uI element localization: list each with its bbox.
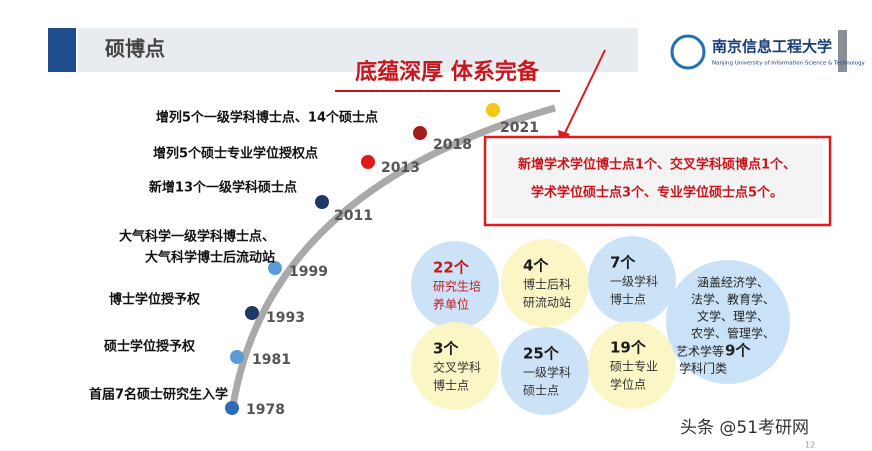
timeline-year: 2013 — [381, 160, 420, 176]
timeline-event: 新增13个一级学科硕士点 — [149, 180, 297, 196]
stat-label: 一级学科 — [610, 274, 658, 289]
timeline-dot — [315, 195, 329, 209]
highlight-inner — [492, 144, 823, 218]
stat-label: 研究生培 — [433, 279, 481, 294]
stat-count: 3个 — [433, 340, 459, 358]
stat-count: 19个 — [610, 339, 647, 357]
timeline-event: 博士学位授予权 — [109, 292, 201, 308]
logo-emblem — [670, 34, 706, 70]
timeline-event: 首届7名硕士研究生入学 — [89, 387, 228, 403]
stat-label: 研流动站 — [523, 296, 571, 310]
timeline-dot — [413, 126, 427, 140]
arrow — [562, 49, 606, 138]
stat-label: 养单位 — [433, 297, 469, 312]
stat-circle — [411, 241, 499, 329]
discipline-line: 农学、管理学、 — [691, 326, 775, 341]
headline: 底蕴深厚 体系完备 — [355, 59, 540, 85]
timeline-year: 1999 — [289, 264, 328, 280]
header-block — [48, 28, 76, 72]
stat-label: 硕士点 — [523, 384, 559, 398]
timeline-event: 增列5个一级学科博士点、14个硕士点 — [156, 110, 378, 126]
highlight-line: 新增学术学位博士点1个、交叉学科硕博点1个、 — [518, 157, 796, 173]
stat-count: 22个 — [433, 259, 470, 277]
timeline-year: 1981 — [252, 352, 291, 368]
stat-label: 博士点 — [433, 378, 469, 393]
discipline-circle — [666, 260, 790, 384]
discipline-line: 文学、理学、 — [697, 309, 769, 324]
stat-label: 交叉学科 — [433, 360, 481, 375]
timeline-dot — [245, 306, 259, 320]
timeline-event: 大气科学一级学科博士点、 — [119, 229, 275, 245]
header-right-bar — [838, 30, 847, 72]
discipline-prefix: 艺术学等 — [676, 344, 724, 359]
timeline-dot — [361, 155, 375, 169]
stat-count: 7个 — [610, 254, 636, 272]
timeline-dot — [225, 401, 239, 415]
stat-label: 学位点 — [610, 377, 646, 392]
stat-circle — [501, 239, 589, 327]
header-title: 硕博点 — [105, 37, 165, 61]
stat-circle — [411, 322, 499, 410]
timeline-year: 2011 — [334, 208, 373, 224]
timeline-event: 硕士学位授予权 — [104, 339, 196, 355]
stat-circle — [588, 321, 676, 409]
page-number: 12 — [805, 441, 815, 450]
stat-count: 25个 — [523, 345, 560, 363]
stat-label: 博士后科 — [523, 277, 571, 292]
timeline-dot — [486, 103, 500, 117]
stat-circle — [588, 236, 676, 324]
timeline-year: 2021 — [500, 120, 539, 136]
timeline-year: 2018 — [433, 137, 472, 153]
stat-count: 4个 — [523, 257, 549, 275]
watermark: 头条 @51考研网 — [680, 418, 809, 438]
timeline-dot — [230, 350, 244, 364]
stat-label: 一级学科 — [523, 365, 571, 380]
highlight-line: 学术学位硕士点3个、专业学位硕士点5个。 — [531, 185, 783, 201]
timeline-dot — [268, 261, 282, 275]
stat-label: 硕士专业 — [610, 359, 658, 374]
discipline-line: 涵盖经济学、 — [697, 275, 769, 290]
timeline-event: 增列5个硕士专业学位授权点 — [153, 146, 318, 162]
discipline-suffix: 学科门类 — [679, 361, 727, 376]
discipline-count: 9个 — [725, 342, 751, 360]
discipline-line: 法学、教育学、 — [691, 292, 775, 307]
stat-label: 博士点 — [610, 292, 646, 307]
timeline-curve — [228, 104, 556, 413]
timeline-year: 1993 — [266, 310, 305, 326]
timeline-event: 大气科学博士后流动站 — [145, 250, 275, 266]
stat-circle — [501, 327, 589, 415]
header-strip — [78, 28, 638, 72]
logo-name: 南京信息工程大学 — [712, 38, 832, 56]
logo-english: Nanjing University of Information Scienc… — [712, 61, 866, 67]
timeline-year: 1978 — [246, 402, 285, 418]
